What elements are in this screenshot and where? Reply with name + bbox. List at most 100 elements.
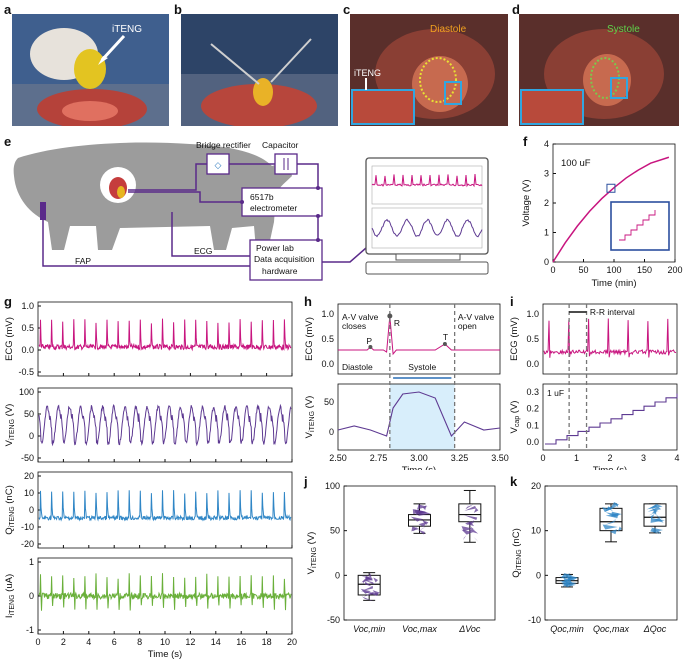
cap-step-trace: [545, 393, 678, 445]
y-tick-label-h: 0.0: [321, 359, 334, 369]
x-tick-label-i: 3: [641, 453, 646, 463]
panel-letter-j: j: [304, 474, 308, 489]
v-trace-h: [337, 391, 501, 437]
y-tick-label-g: 10: [24, 488, 34, 498]
data-point: [613, 502, 619, 508]
marker-p: [368, 345, 373, 349]
data-point: [602, 524, 618, 530]
data-point: [566, 575, 576, 581]
y-tick-label-g: 0.5: [21, 323, 34, 333]
anno-av-close-2: closes: [342, 321, 366, 331]
data-point: [417, 529, 425, 535]
data-point: [617, 526, 622, 532]
y-tick-label-g: -0.5: [18, 367, 34, 377]
photo-label-systole: Systole: [607, 24, 640, 35]
data-point: [562, 572, 571, 578]
y-axis-label-g: ViTENG (V): [4, 404, 16, 447]
signal-trace-g: [38, 318, 292, 352]
marker-t: [442, 342, 447, 346]
data-point: [568, 575, 578, 581]
y-axis-label-svg-j: ViTENG (V): [306, 532, 318, 575]
axes-frame-i-ecg: [542, 303, 678, 375]
data-point: [609, 529, 617, 535]
signal-trace-g: [38, 573, 292, 611]
data-point: [650, 517, 665, 523]
anno-rr: R-R interval: [590, 307, 635, 317]
x-tick-label-i: 0: [540, 453, 545, 463]
x-tick-label-h: 3.25: [451, 453, 469, 463]
data-point: [607, 506, 613, 512]
x-category-label: ΔQoc: [643, 624, 667, 634]
photo-d-systole: Systole: [519, 14, 679, 126]
label-powerlab-1: Power lab: [256, 243, 294, 253]
y-tick-label-g: 0: [29, 591, 34, 601]
y-tick-label-f: 0: [544, 257, 549, 267]
x-tick-label-h: 2.75: [370, 453, 388, 463]
anno-r: R: [394, 318, 400, 328]
x-tick-label-f: 50: [578, 265, 588, 275]
axes-frame-svg-j: [343, 485, 496, 621]
label-ecg: ECG: [194, 246, 212, 256]
data-point: [422, 505, 427, 511]
chart-title-f: 100 uF: [561, 158, 591, 169]
y-tick-label-g: 0.0: [21, 345, 34, 355]
data-point: [464, 505, 477, 511]
y-tick-label-g: -1: [26, 625, 34, 635]
y-tick-label-i: 0.0: [526, 359, 539, 369]
data-point: [412, 509, 426, 515]
axes-frame-g: [37, 301, 293, 377]
y-tick-label-g: 0: [29, 505, 34, 515]
y-tick-label-g: 50: [24, 409, 34, 419]
x-tick-label-i: 2: [607, 453, 612, 463]
data-point: [418, 526, 427, 532]
signal-trace-g: [38, 490, 292, 522]
photo-b-implant: [181, 14, 338, 126]
y-axis-label-svg-k: QiTENG (nC): [511, 528, 523, 578]
axes-frame-g: [37, 471, 293, 549]
x-tick-label-g: 4: [86, 637, 91, 647]
data-point: [611, 511, 622, 517]
y-tick-label-g: 1: [29, 557, 34, 567]
y-tick-label-svg-k: 10: [531, 526, 541, 536]
data-point: [468, 528, 479, 534]
photo-a-implant: iTENG: [12, 14, 169, 126]
x-axis-label-i: Time (s): [593, 465, 627, 470]
y-tick-label-h: 0: [329, 427, 334, 437]
data-point: [418, 521, 427, 527]
x-tick-label-g: 20: [287, 637, 297, 647]
y-tick-label-g: 0: [29, 431, 34, 441]
y-tick-label-h: 0.5: [321, 334, 334, 344]
x-category-label: Qoc,min: [550, 624, 584, 634]
voltage-series-line: [552, 156, 670, 263]
chart-h-cycle: 1.0 0.5 0.0 50 0 ECG (mV) ViTENG (V) 2.50 2.75 3.…: [304, 303, 509, 470]
y-tick-label-f: 4: [544, 139, 549, 149]
y-tick-label-h: 1.0: [321, 309, 334, 319]
inset-step-line: [619, 210, 656, 241]
photo-label-iteng: iTENG: [112, 24, 142, 35]
keyboard: [365, 261, 489, 275]
label-powerlab-3: hardware: [262, 266, 298, 276]
y-tick-label-f: 2: [544, 198, 549, 208]
zoom-marker: [606, 183, 616, 193]
x-tick-label-g: 14: [211, 637, 221, 647]
y-tick-label-svg-k: 20: [531, 481, 541, 491]
signal-trace-g: [38, 403, 292, 447]
chart-k-charge-box: 20 10 0 -10 QiTENG (nC) Qoc,min Qoc,max ΔQoc: [511, 481, 678, 634]
x-category-label: Voc,min: [353, 624, 385, 634]
y-tick-label-g: 20: [24, 471, 34, 481]
panel-letter-c: c: [343, 2, 351, 17]
x-tick-label-f: 200: [667, 265, 682, 275]
panel-letter-k: k: [510, 474, 518, 489]
data-point: [461, 526, 474, 532]
svg-text:◇: ◇: [215, 160, 222, 170]
y-axis-label-i-cap: Vcap (V): [509, 401, 521, 434]
panel-letter-h: h: [304, 294, 312, 309]
label-electrometer-1: 6517b: [250, 192, 274, 202]
x-tick-label-g: 10: [160, 637, 170, 647]
x-tick-label-h: 3.50: [491, 453, 509, 463]
photo-c-diastole: Diastole iTENG: [350, 14, 508, 126]
label-powerlab-2: Data acquisition: [254, 254, 315, 264]
x-tick-label-g: 16: [236, 637, 246, 647]
y-tick-label-svg-j: -50: [327, 615, 340, 625]
label-electrometer-2: electrometer: [250, 203, 297, 213]
